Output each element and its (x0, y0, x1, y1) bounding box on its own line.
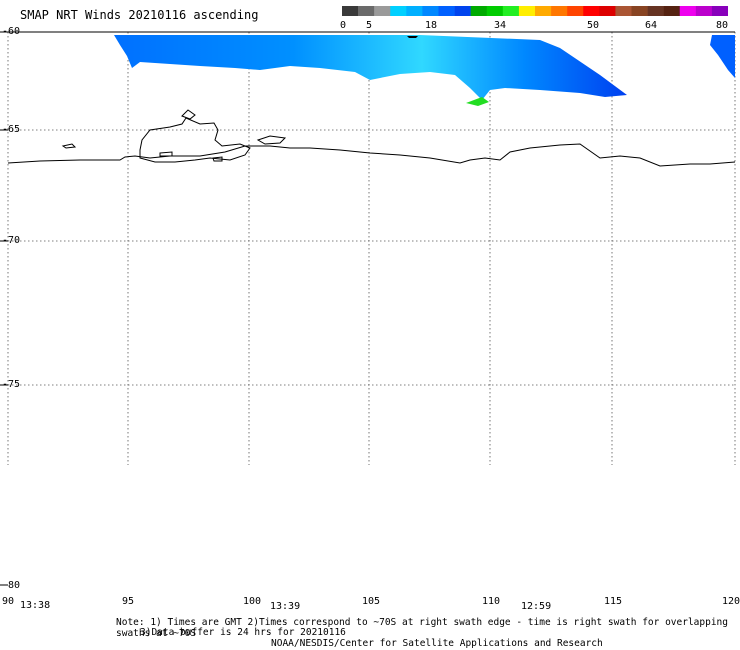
colorbar-segment (406, 6, 423, 16)
swath-time-1: 13:38 (20, 600, 51, 611)
colorbar-segment (567, 6, 584, 16)
note-line-3: NOAA/NESDIS/Center for Satellite Applica… (271, 638, 603, 649)
colorbar-label: 80 (716, 20, 729, 31)
colorbar-segment (358, 6, 375, 16)
latitude-label: -75 (2, 379, 21, 390)
colorbar-segment (374, 6, 391, 16)
longitude-label: 100 (243, 596, 262, 607)
longitude-label: 120 (722, 596, 740, 607)
colorbar-label: 5 (366, 20, 373, 31)
longitude-label: 110 (482, 596, 501, 607)
latitude-label: -65 (2, 124, 21, 135)
map-title: SMAP NRT Winds 20210116 ascending (20, 8, 259, 22)
colorbar-segment (502, 6, 520, 16)
colorbar-segment (711, 6, 728, 16)
colorbar-segment (535, 6, 552, 16)
colorbar-label: 34 (494, 20, 507, 31)
longitude-label: 115 (604, 596, 623, 607)
colorbar-segment (663, 6, 681, 16)
note-line-2: 3)Data buffer is 24 hrs for 20210116 (140, 627, 346, 638)
colorbar-label: 0 (340, 20, 347, 31)
colorbar-segment (486, 6, 504, 16)
colorbar-label: 18 (425, 20, 438, 31)
colorbar-label: 50 (587, 20, 600, 31)
latitude-label: -70 (2, 235, 21, 246)
note-line-1: Note: 1) Times are GMT 2)Times correspon… (116, 617, 728, 639)
colorbar-segment (631, 6, 648, 16)
swath-dot (407, 36, 418, 38)
longitude-label: 105 (362, 596, 381, 607)
graticule (7, 32, 736, 465)
colorbar-segment (422, 6, 439, 16)
wind-swath (114, 35, 627, 100)
colorbar-segment (551, 6, 568, 16)
colorbar-segment (342, 6, 359, 16)
longitude-label: 90 (2, 596, 15, 607)
wind-swath-right (710, 35, 735, 78)
wind-speed-colorbar (342, 6, 728, 16)
latitude-label: -80 (2, 580, 21, 591)
colorbar-segment (518, 6, 536, 16)
swath-time-2: 13:39 (270, 601, 301, 612)
colorbar-segment (647, 6, 664, 16)
colorbar-segment (583, 6, 600, 16)
colorbar-segment (615, 6, 632, 16)
swath-time-3: 12:59 (521, 601, 552, 612)
wind-green-patch (466, 97, 489, 106)
colorbar-segment (695, 6, 713, 16)
colorbar-segment (599, 6, 616, 16)
colorbar-segment (470, 6, 488, 16)
colorbar-segment (454, 6, 471, 16)
colorbar-segment (679, 6, 697, 16)
longitude-label: 95 (122, 596, 135, 607)
coastline (7, 109, 736, 167)
colorbar-segment (438, 6, 455, 16)
latitude-label: -60 (2, 26, 21, 37)
colorbar-label: 64 (645, 20, 658, 31)
frame-ticks (0, 31, 735, 586)
colorbar-segment (390, 6, 407, 16)
